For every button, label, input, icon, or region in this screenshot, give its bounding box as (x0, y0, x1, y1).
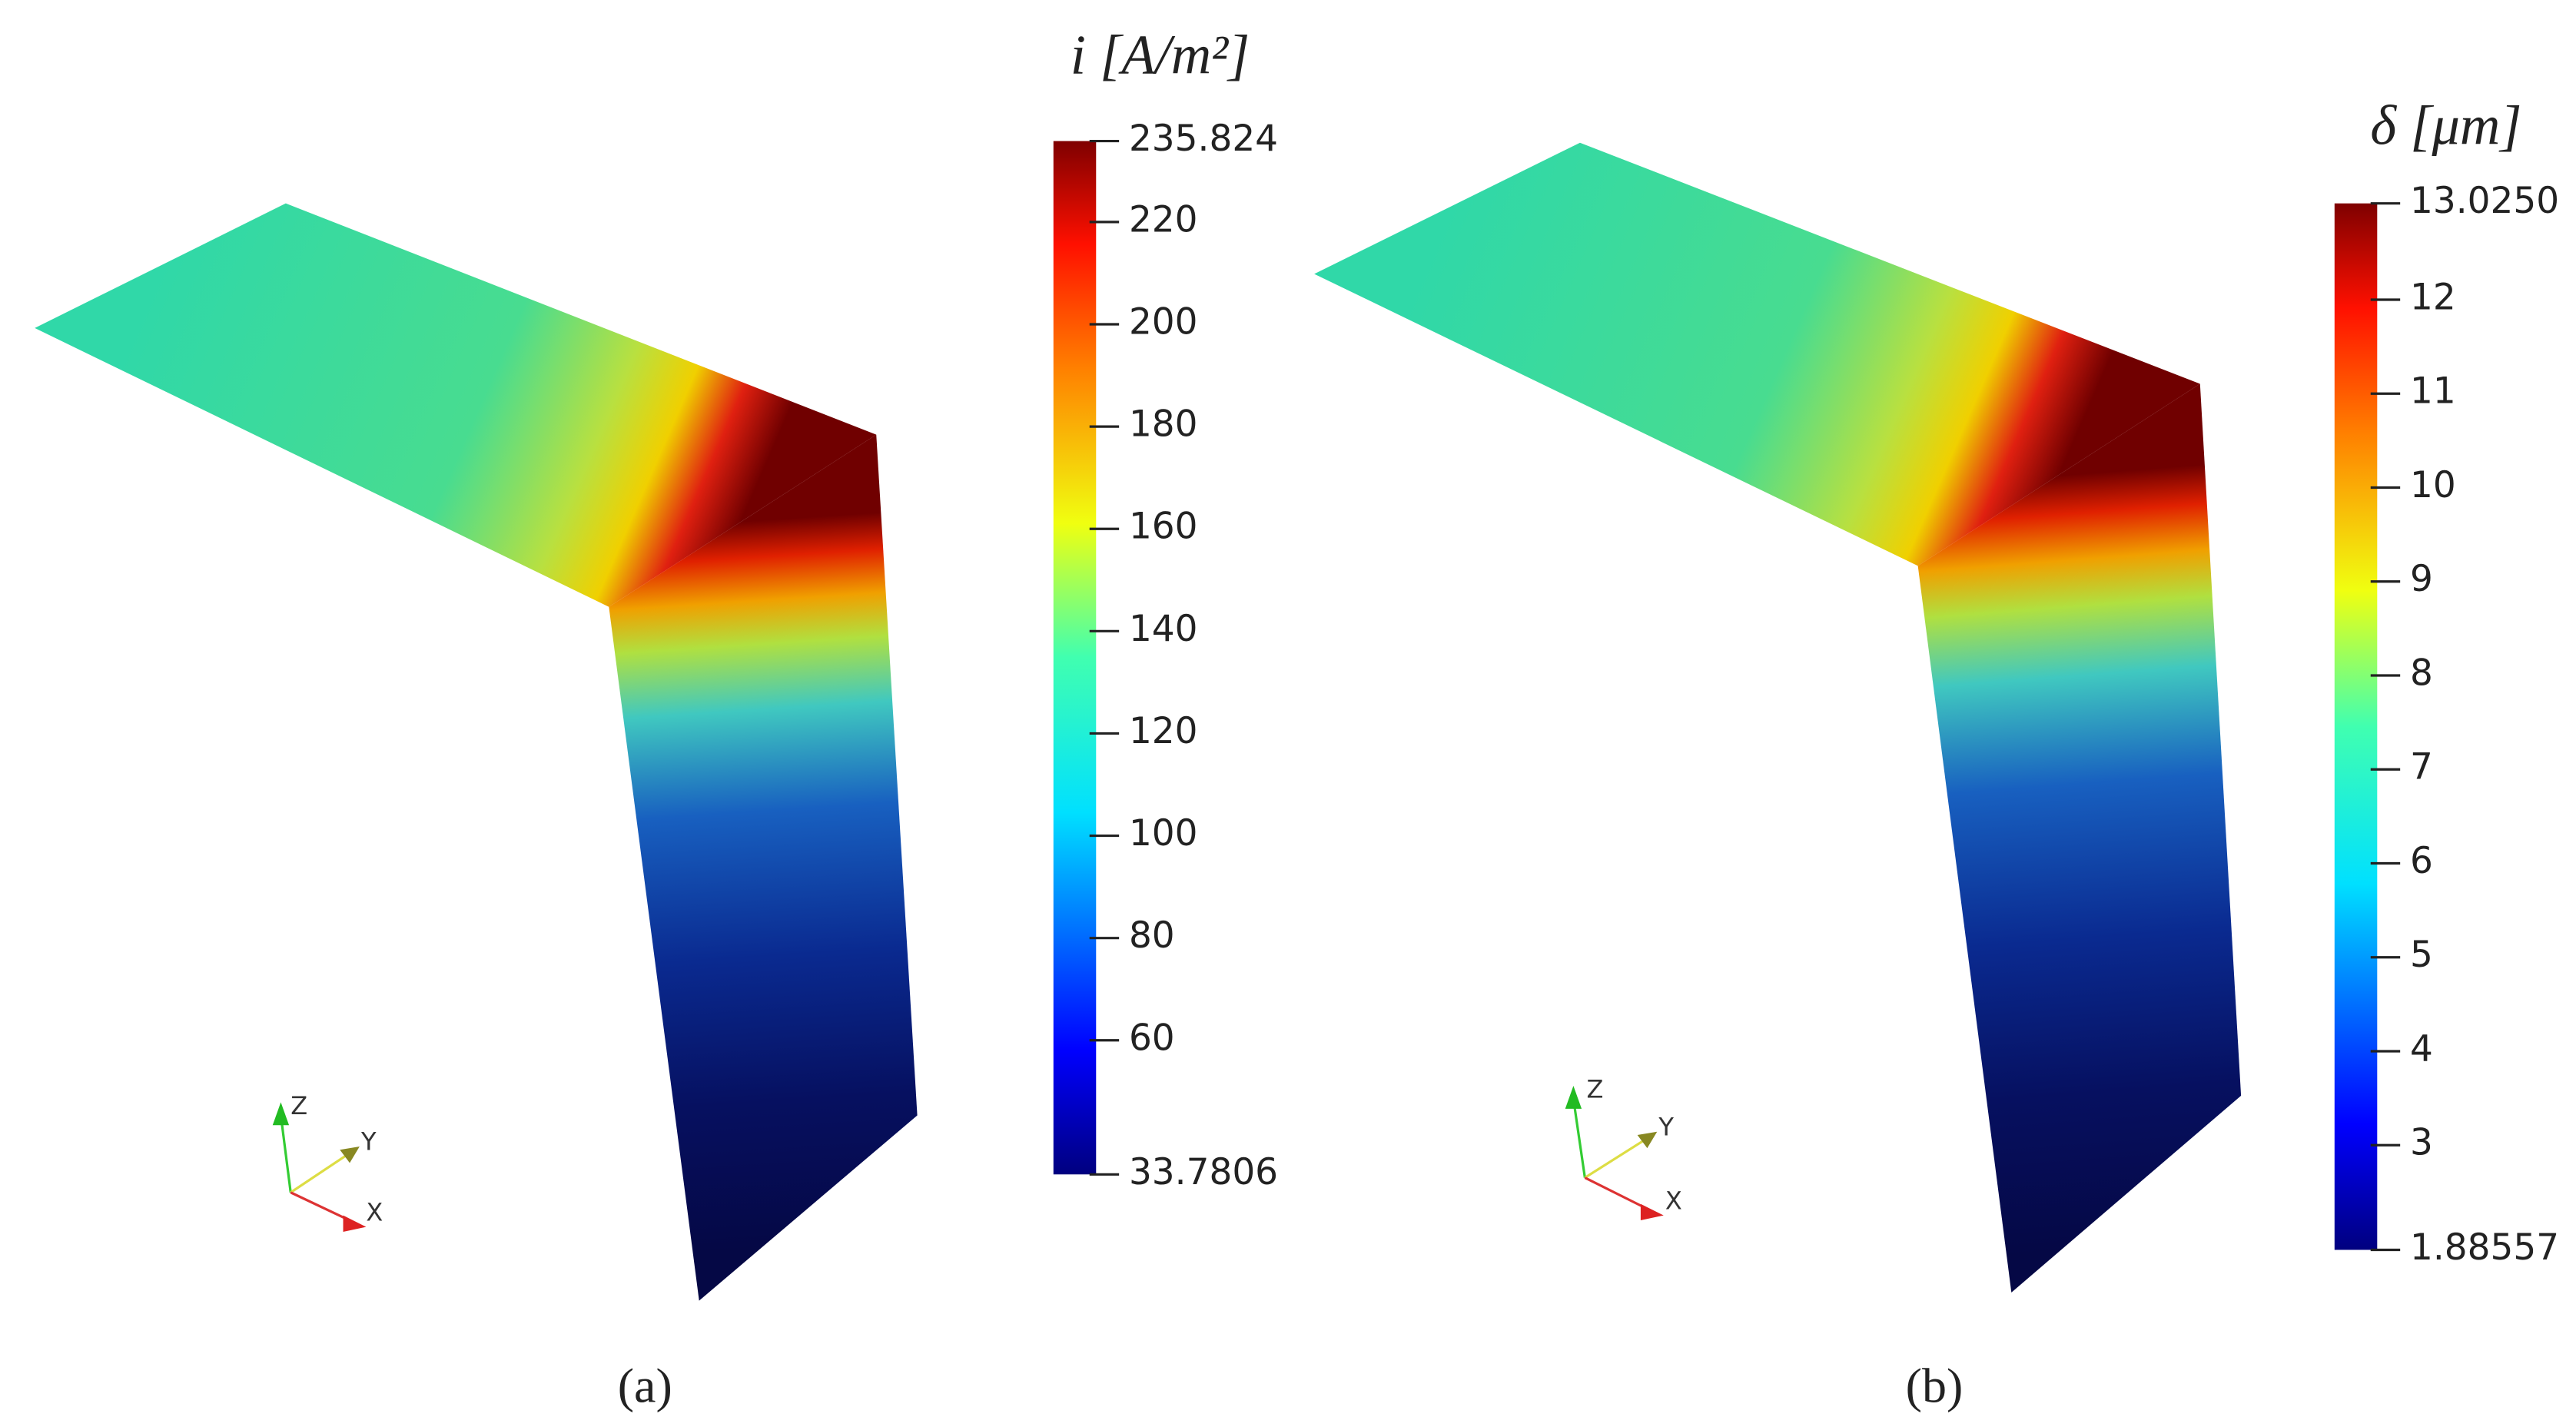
tick-label: 4 (2410, 1027, 2433, 1070)
tick-label: 140 (1129, 608, 1198, 650)
triad-label: Y (360, 1127, 377, 1157)
tick-label: 200 (1129, 300, 1198, 343)
tick-label: 9 (2410, 558, 2433, 600)
tick-label: 5 (2410, 934, 2433, 976)
tick-label: 100 (1129, 812, 1198, 855)
axis-triad (272, 1102, 367, 1232)
triad-label: Y (1658, 1113, 1674, 1142)
tick-label: 180 (1129, 403, 1198, 446)
caption: (b) (1906, 1359, 1964, 1413)
tick-label: 160 (1129, 506, 1198, 548)
triad-label: X (1665, 1186, 1682, 1216)
triad-label: Z (290, 1091, 307, 1120)
tick-label: 7 (2410, 746, 2433, 788)
tick-label: 60 (1129, 1017, 1175, 1059)
triad-label: X (366, 1198, 383, 1227)
tick-label: 13.0250 (2410, 180, 2559, 222)
tick-label: 6 (2410, 840, 2433, 882)
tick-label: 33.7806 (1129, 1151, 1278, 1193)
surface-side (1917, 383, 2242, 1293)
tick-label: 1.88557 (2410, 1226, 2559, 1269)
colorbar-title: i [A/m²] (1071, 24, 1250, 86)
surface-side (609, 434, 918, 1301)
tick-label: 235.824 (1129, 118, 1278, 160)
tick-label: 120 (1129, 710, 1198, 752)
surface-top (35, 203, 877, 607)
tick-label: 80 (1129, 914, 1175, 957)
tick-label: 220 (1129, 198, 1198, 241)
colorbar (2334, 203, 2378, 1250)
tick-label: 10 (2410, 464, 2456, 506)
tick-label: 3 (2410, 1122, 2433, 1164)
tick-label: 11 (2410, 370, 2456, 413)
colorbar (1053, 141, 1097, 1175)
caption: (a) (618, 1359, 672, 1413)
tick-label: 12 (2410, 276, 2456, 318)
tick-label: 8 (2410, 652, 2433, 694)
axis-triad (1565, 1086, 1664, 1221)
surface-top (1314, 142, 2200, 566)
colorbar-title: δ [μm] (2370, 94, 2521, 156)
triad-label: Z (1586, 1074, 1603, 1103)
